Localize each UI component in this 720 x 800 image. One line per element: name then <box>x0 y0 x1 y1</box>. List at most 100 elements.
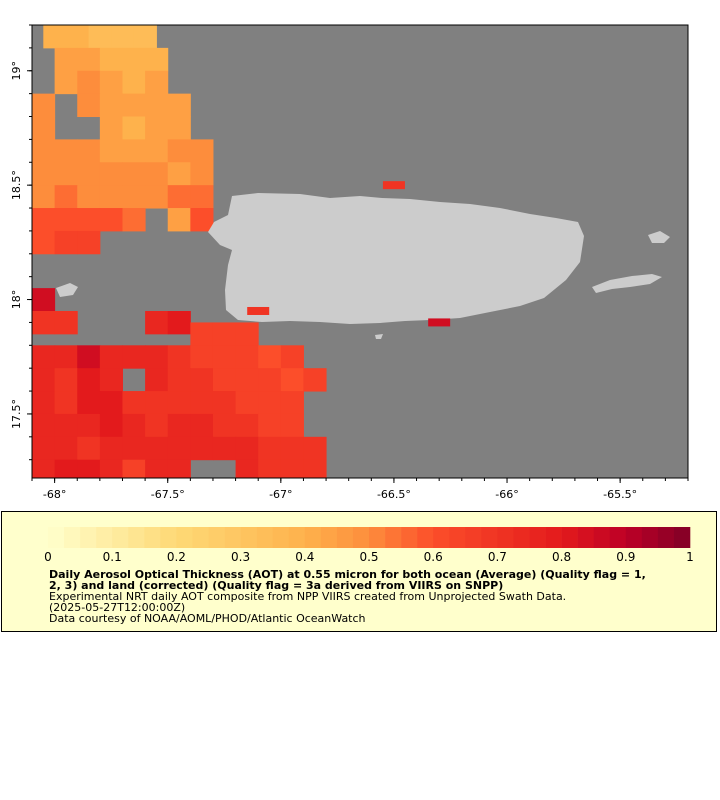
aot-cell <box>32 391 56 415</box>
aot-cell <box>280 368 304 392</box>
aot-cell <box>122 93 146 118</box>
colorbar-swatch <box>497 527 514 548</box>
colorbar-swatch <box>64 527 81 548</box>
aot-cell <box>122 70 146 95</box>
aot-cell <box>145 413 169 438</box>
aot-cell <box>77 368 101 392</box>
colorbar-swatch <box>513 527 530 548</box>
x-tick-label: -67° <box>269 488 292 501</box>
aot-cell <box>280 459 304 479</box>
aot-cell <box>99 208 123 232</box>
aot-cell <box>280 436 304 461</box>
aot-cell <box>167 368 191 392</box>
colorbar-swatch <box>80 527 97 548</box>
aot-cell <box>235 436 259 461</box>
aot-cell <box>32 93 56 118</box>
aot-cell <box>145 116 169 140</box>
aot-cell <box>99 162 123 186</box>
aot-cell <box>32 185 56 209</box>
culebra-island <box>648 231 670 243</box>
aot-cell <box>54 310 78 335</box>
aot-cell <box>54 208 78 232</box>
colorbar-swatch <box>208 527 225 548</box>
aot-cell <box>32 436 56 461</box>
aot-cell <box>32 459 56 479</box>
vieques-island <box>592 274 662 293</box>
aot-cell <box>77 391 101 415</box>
aot-cell <box>235 459 259 479</box>
colorbar-swatch <box>625 527 643 548</box>
colorbar-swatch <box>641 527 659 548</box>
aot-map: -68° -67.5° -67° -66.5° -66° -65.5° 19°18.5°1… <box>10 24 689 501</box>
colorbar-swatch <box>336 527 354 548</box>
aot-cell <box>212 368 237 392</box>
colorbar-swatch <box>144 527 161 548</box>
aot-cell <box>122 116 146 140</box>
aot-cell <box>235 345 259 369</box>
aot-cell <box>235 368 259 392</box>
aot-cell <box>99 391 123 415</box>
aot-cell <box>88 25 112 49</box>
aot-cell <box>122 413 146 438</box>
aot-cell <box>77 185 101 209</box>
colorbar-swatch <box>128 527 145 548</box>
colorbar-swatch <box>160 527 177 548</box>
aot-cell <box>99 47 123 72</box>
colorbar-swatch <box>256 527 273 548</box>
aot-cell <box>99 185 123 209</box>
aot-cell <box>77 47 101 72</box>
land-masses <box>56 193 670 339</box>
aot-cell <box>65 25 90 49</box>
colorbar-tick-label: 0.4 <box>295 550 314 564</box>
aot-cell <box>99 116 123 140</box>
aot-cell <box>43 25 67 49</box>
aot-cell <box>190 139 214 163</box>
aot-cell <box>190 413 214 438</box>
aot-cell <box>111 25 135 49</box>
aot-cell <box>77 162 101 186</box>
aot-cell <box>167 185 191 209</box>
puerto-rico-island <box>208 193 584 324</box>
caja-de-muerto-island <box>375 334 383 339</box>
aot-cell <box>77 93 101 118</box>
aot-cell <box>32 413 56 438</box>
aot-cell <box>145 47 169 72</box>
aot-cell <box>212 322 237 346</box>
aot-cell <box>258 413 282 438</box>
aot-cell <box>54 230 78 255</box>
colorbar: 0 0.1 0.2 0.3 0.4 0.5 0.6 0.7 0.8 0.9 1 <box>44 527 694 564</box>
aot-cell <box>77 413 101 438</box>
aot-cell <box>32 162 56 186</box>
aot-cell <box>212 345 237 369</box>
y-tick-label: 18.5° <box>10 170 23 200</box>
aot-cell <box>190 345 214 369</box>
aot-cell <box>190 185 214 209</box>
aot-cell <box>167 208 191 232</box>
aot-cell <box>167 310 191 335</box>
aot-cell <box>167 93 191 118</box>
colorbar-swatch <box>545 527 562 548</box>
legend-credit: Data courtesy of NOAA/AOML/PHOD/Atlantic… <box>49 612 366 625</box>
colorbar-swatch <box>385 527 402 548</box>
aot-cell <box>54 436 78 461</box>
aot-cell <box>77 70 101 95</box>
colorbar-swatch <box>449 527 466 548</box>
colorbar-swatch <box>369 527 386 548</box>
legend-description: Experimental NRT daily AOT composite fro… <box>49 590 567 603</box>
aot-cell <box>145 93 169 118</box>
colorbar-swatch <box>96 527 113 548</box>
aot-cell <box>77 208 101 232</box>
aot-cell <box>122 436 146 461</box>
aot-cell <box>145 70 169 95</box>
aot-cell <box>258 436 282 461</box>
colorbar-swatch <box>673 527 691 548</box>
aot-cell <box>145 139 169 163</box>
coastal-aot-cell <box>382 181 405 190</box>
aot-cell <box>167 391 191 415</box>
x-tick-label: -65.5° <box>603 488 637 501</box>
aot-cell <box>167 459 191 479</box>
aot-cell <box>54 391 78 415</box>
colorbar-swatch <box>401 527 418 548</box>
aot-cell <box>32 345 56 369</box>
colorbar-swatch <box>224 527 241 548</box>
